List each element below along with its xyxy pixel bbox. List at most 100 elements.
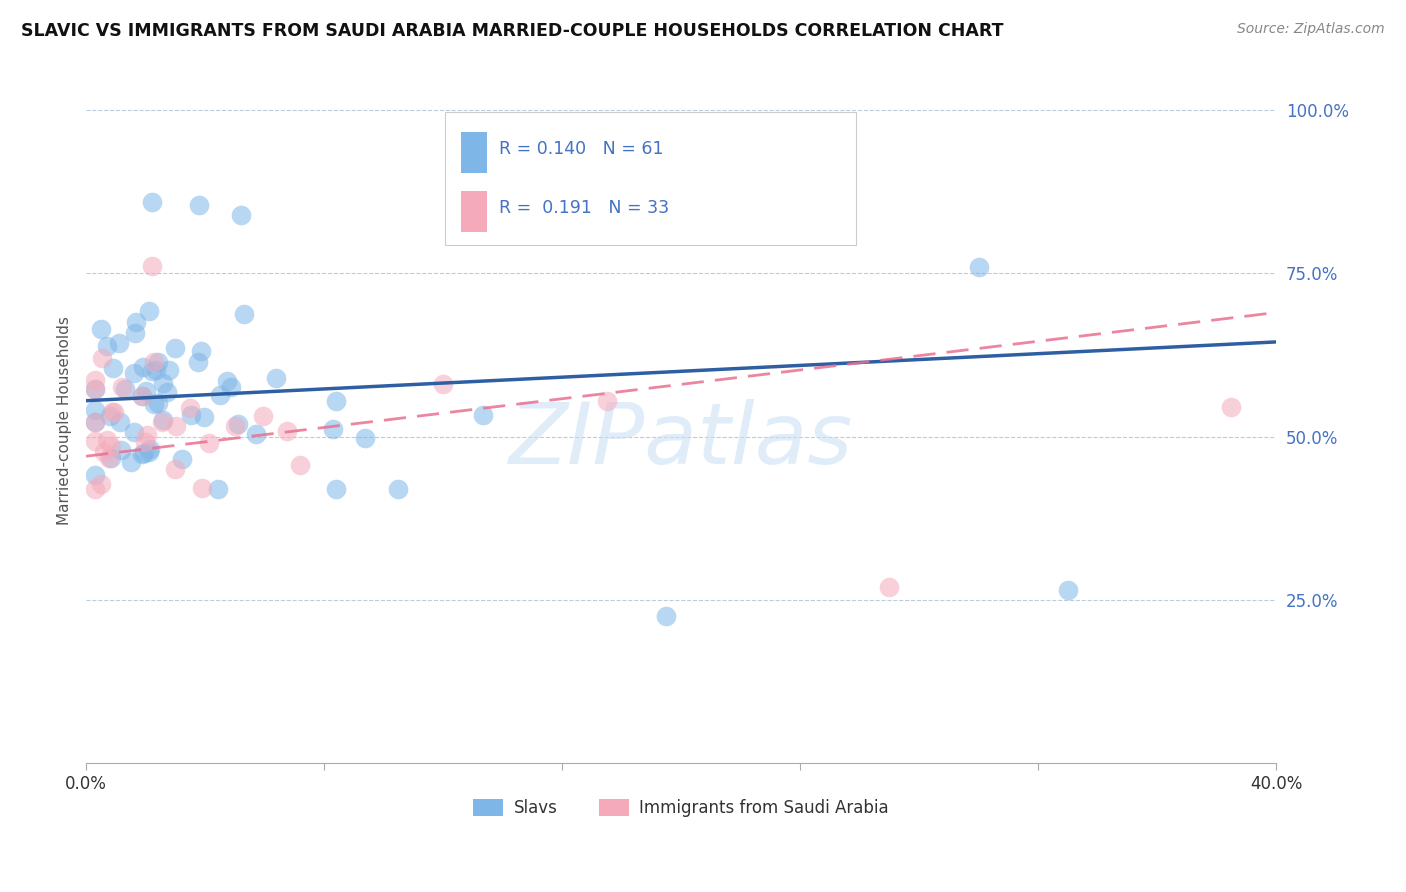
Point [276,424,298,438]
Point [84,403,107,417]
Point [325,482,347,496]
Point [141,194,163,209]
Point [132,359,155,374]
Point [96,339,118,353]
Point [98,409,121,423]
Y-axis label: Married-couple Households: Married-couple Households [58,316,72,524]
Point [879,580,901,594]
Point [472,408,495,422]
Point [84,415,107,429]
Point [135,384,157,398]
Point [114,383,136,397]
Point [84,382,107,396]
Point [1056,583,1078,598]
Point [207,482,229,496]
Point [100,450,122,465]
Point [93,445,115,459]
Point [100,439,122,453]
Point [138,444,160,458]
Point [165,418,187,433]
Point [132,445,155,459]
Point [97,450,120,465]
Point [152,413,174,427]
Point [188,198,211,212]
Point [325,393,347,408]
Point [208,388,231,402]
Point [108,415,131,429]
Point [193,409,215,424]
Point [163,462,186,476]
Point [103,405,125,419]
Point [122,425,145,440]
Point [432,377,454,392]
Point [353,431,375,445]
Point [191,481,214,495]
Text: SLAVIC VS IMMIGRANTS FROM SAUDI ARABIA MARRIED-COUPLE HOUSEHOLDS CORRELATION CHA: SLAVIC VS IMMIGRANTS FROM SAUDI ARABIA M… [21,22,1004,40]
Point [155,385,177,400]
Point [107,335,129,350]
Point [84,434,107,449]
Point [142,355,165,369]
Point [84,467,107,482]
Point [179,401,201,416]
Point [131,447,153,461]
Point [198,436,221,450]
FancyBboxPatch shape [446,112,856,245]
Point [190,344,212,359]
Point [252,409,274,423]
Point [90,477,112,491]
Point [122,366,145,380]
Point [163,341,186,355]
Point [131,389,153,403]
Point [245,426,267,441]
Point [224,419,246,434]
Point [229,208,252,222]
Point [322,422,344,436]
Point [84,482,107,496]
Point [967,260,990,274]
Point [91,351,114,366]
Point [110,443,132,458]
Point [219,380,242,394]
Legend: Slavs, Immigrants from Saudi Arabia: Slavs, Immigrants from Saudi Arabia [467,792,896,823]
Text: R = 0.140   N = 61: R = 0.140 N = 61 [499,140,664,159]
Point [288,458,311,473]
FancyBboxPatch shape [461,132,486,173]
Text: ZIPatlas: ZIPatlas [509,400,853,483]
Text: R =  0.191   N = 33: R = 0.191 N = 33 [499,199,669,217]
Point [152,376,174,390]
Point [84,373,107,387]
Point [148,396,170,410]
Point [1220,401,1243,415]
Point [120,455,142,469]
Point [142,397,165,411]
Point [90,321,112,335]
Point [141,259,163,273]
Point [596,393,619,408]
Point [124,326,146,340]
Point [84,415,107,429]
Point [125,315,148,329]
Point [141,364,163,378]
Point [170,452,193,467]
Point [103,360,125,375]
Point [157,363,180,377]
Point [228,417,250,431]
Point [148,355,170,369]
Point [145,363,167,377]
Point [232,307,254,321]
Point [150,415,173,429]
Point [101,404,124,418]
Point [187,355,209,369]
Point [134,434,156,449]
Point [139,442,162,457]
Point [387,482,409,496]
Point [136,428,159,442]
Point [264,371,287,385]
Point [138,304,160,318]
Point [96,433,118,447]
Point [131,389,153,403]
FancyBboxPatch shape [461,191,486,232]
Point [84,382,107,396]
Point [180,408,202,422]
